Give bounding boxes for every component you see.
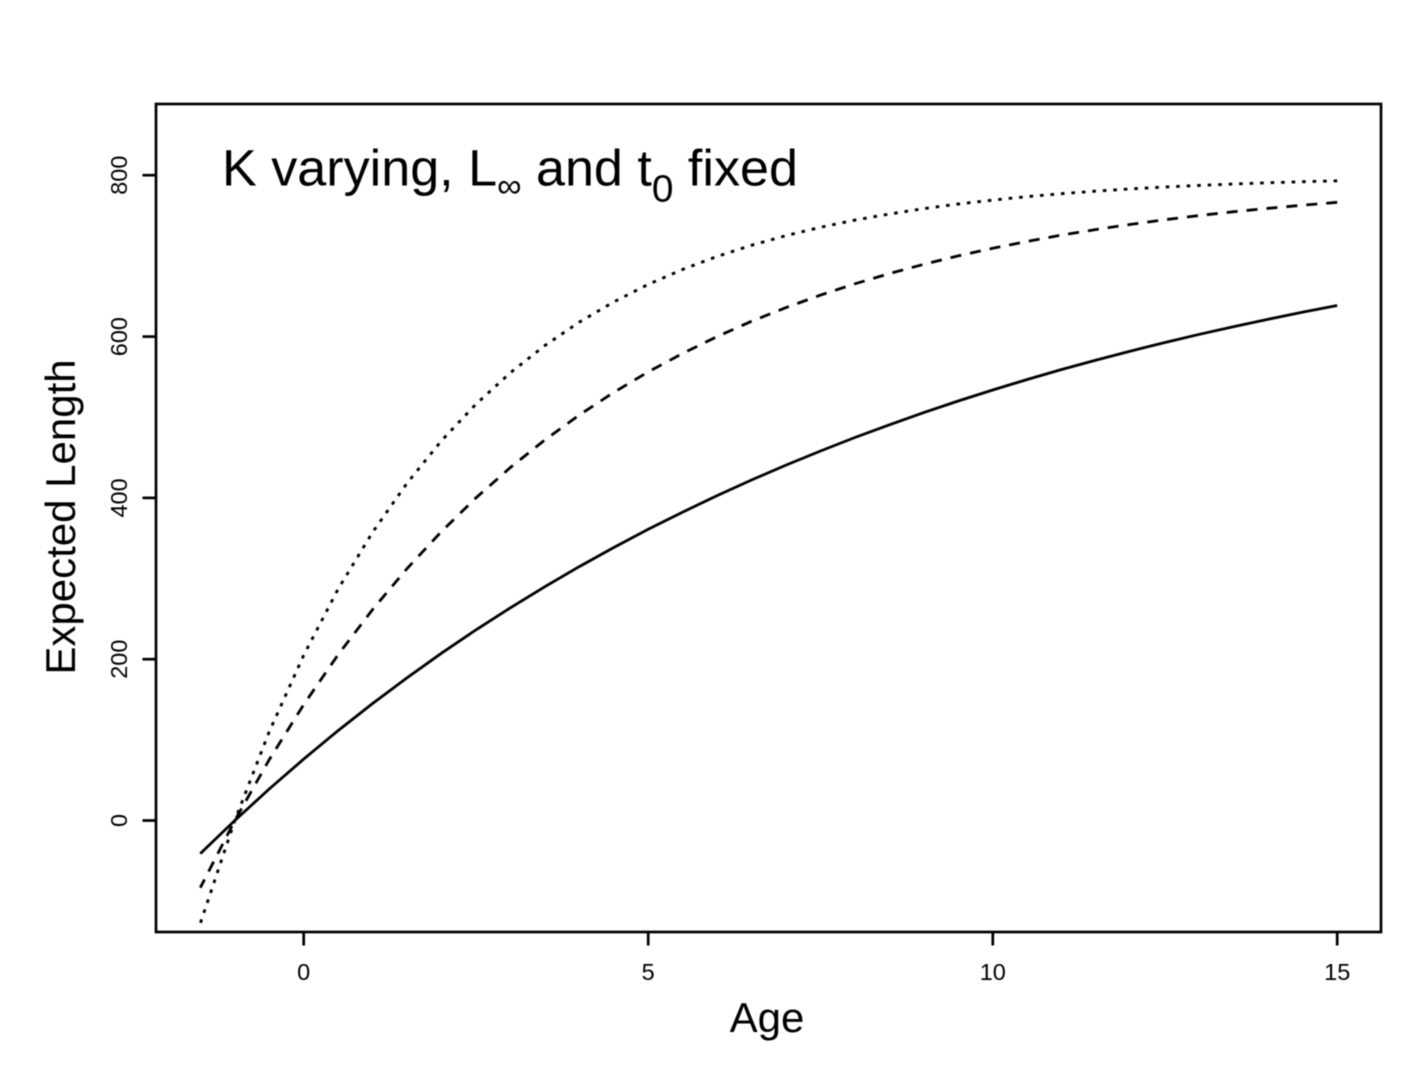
svg-text:15: 15	[1324, 959, 1350, 985]
svg-text:0: 0	[106, 814, 132, 827]
svg-text:Expected Length: Expected Length	[37, 359, 84, 674]
svg-text:5: 5	[642, 959, 655, 985]
svg-text:Age: Age	[730, 994, 805, 1041]
svg-text:400: 400	[106, 478, 132, 517]
svg-text:10: 10	[980, 959, 1006, 985]
svg-text:0: 0	[297, 959, 310, 985]
svg-text:600: 600	[106, 317, 132, 356]
svg-text:200: 200	[106, 640, 132, 679]
svg-text:800: 800	[106, 156, 132, 195]
